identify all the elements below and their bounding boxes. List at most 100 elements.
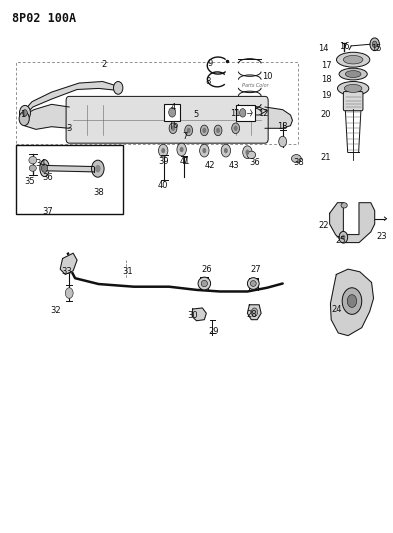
Ellipse shape [292,155,301,163]
Text: 7: 7 [182,132,187,141]
Text: 10: 10 [262,71,272,80]
Ellipse shape [247,151,255,159]
Text: 42: 42 [205,161,215,170]
Ellipse shape [339,68,367,80]
FancyBboxPatch shape [343,92,363,111]
Text: 19: 19 [321,91,332,100]
Polygon shape [236,106,267,115]
Text: 6: 6 [172,121,178,130]
Circle shape [202,128,206,133]
Circle shape [339,231,348,243]
Polygon shape [193,308,206,321]
Text: 20: 20 [320,110,331,119]
Ellipse shape [344,84,362,92]
Circle shape [370,38,379,51]
Circle shape [20,106,30,120]
Circle shape [202,148,206,154]
Circle shape [171,126,175,131]
Circle shape [214,125,222,136]
Circle shape [169,123,177,134]
Ellipse shape [248,278,259,289]
Text: 36: 36 [249,158,260,167]
Ellipse shape [201,280,208,287]
Circle shape [252,308,257,317]
Polygon shape [24,82,116,115]
Text: 32: 32 [50,305,61,314]
Circle shape [342,235,345,240]
Bar [17,62,298,144]
Circle shape [185,125,193,136]
Text: 5: 5 [194,110,199,119]
Polygon shape [330,203,375,243]
Circle shape [240,109,246,117]
Ellipse shape [343,55,363,64]
Text: 31: 31 [123,268,133,276]
Circle shape [232,123,240,134]
Text: 3: 3 [66,124,72,133]
Text: 4: 4 [171,102,176,111]
Circle shape [161,148,165,154]
Text: 26: 26 [201,265,211,273]
Ellipse shape [29,165,36,171]
Text: 11: 11 [230,109,241,118]
Polygon shape [47,165,94,172]
Text: 28: 28 [246,310,257,319]
Circle shape [372,41,377,47]
Polygon shape [60,253,77,274]
Circle shape [279,136,286,147]
Text: 38: 38 [93,188,104,197]
Text: Parts Color: Parts Color [242,83,268,88]
Text: 37: 37 [42,207,53,216]
Circle shape [92,160,104,177]
Text: 13: 13 [277,122,288,131]
Text: 14: 14 [318,44,329,53]
Text: 39: 39 [158,157,169,166]
Circle shape [158,144,168,157]
Bar [164,104,180,121]
Circle shape [221,144,231,157]
Ellipse shape [40,160,49,176]
Circle shape [246,150,250,155]
Circle shape [177,143,186,156]
Text: 38: 38 [293,158,304,167]
Circle shape [342,288,362,314]
Text: 25: 25 [335,237,346,246]
Text: 35: 35 [24,177,35,186]
Text: 1: 1 [20,110,25,119]
Circle shape [200,125,208,136]
Polygon shape [265,107,292,128]
Polygon shape [331,269,373,336]
Text: 22: 22 [318,221,329,230]
Text: 21: 21 [320,153,331,162]
Ellipse shape [341,203,347,208]
Ellipse shape [198,277,211,290]
Text: 18: 18 [321,75,332,84]
Text: 24: 24 [331,304,342,313]
Text: 29: 29 [209,327,219,336]
Circle shape [347,295,357,308]
Circle shape [95,165,101,172]
Text: 9: 9 [208,59,213,68]
Circle shape [216,128,220,133]
Circle shape [243,146,252,159]
Circle shape [114,82,123,94]
Polygon shape [248,305,261,320]
Circle shape [41,164,48,172]
Circle shape [23,110,28,116]
Circle shape [234,126,238,131]
Ellipse shape [250,280,256,286]
Polygon shape [24,104,69,130]
Circle shape [187,128,191,133]
Text: 41: 41 [180,157,190,166]
Circle shape [65,288,73,298]
Text: 8: 8 [206,77,211,86]
Text: 16: 16 [339,43,349,52]
Ellipse shape [336,52,370,67]
Text: 34: 34 [35,159,46,168]
Text: 7: 7 [182,157,187,166]
Text: 23: 23 [376,232,387,241]
Text: 2: 2 [102,60,107,69]
Text: 15: 15 [371,44,382,53]
Circle shape [224,148,228,154]
Circle shape [169,108,176,117]
